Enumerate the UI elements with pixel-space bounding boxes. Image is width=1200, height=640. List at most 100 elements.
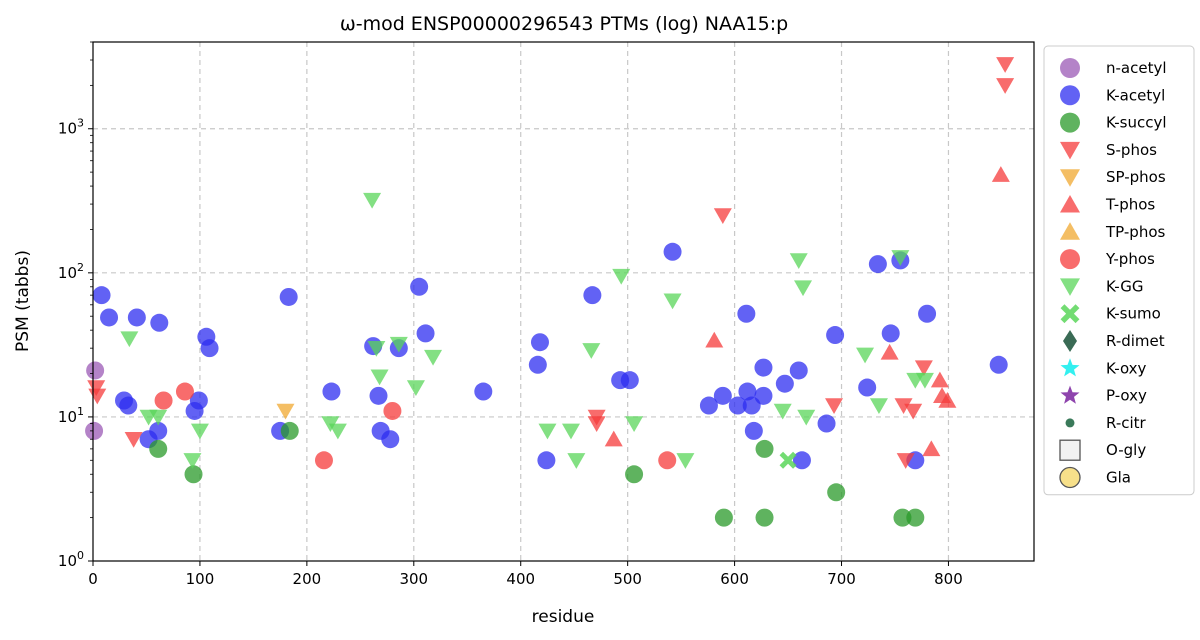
chart-title: ω-mod ENSP00000296543 PTMs (log) NAA15:p	[340, 13, 788, 35]
x-tick-label: 800	[934, 570, 963, 588]
legend-marker-k-sumo	[1060, 304, 1080, 324]
legend-marker-tp-phos	[1060, 222, 1080, 240]
point-k-gg	[789, 253, 808, 269]
point-k-gg	[406, 380, 425, 397]
point-k-acetyl	[530, 333, 549, 352]
point-k-acetyl	[583, 286, 602, 305]
point-k-gg	[869, 398, 888, 415]
point-k-acetyl	[279, 287, 298, 306]
x-tick-label: 200	[293, 570, 322, 588]
point-k-gg	[149, 409, 168, 426]
point-k-gg	[773, 403, 792, 420]
point-k-acetyl	[528, 355, 547, 374]
point-k-gg	[797, 409, 816, 426]
point-k-gg	[538, 423, 557, 440]
point-k-gg	[663, 293, 682, 310]
point-k-acetyl	[713, 386, 732, 405]
point-k-gg	[363, 192, 382, 209]
point-k-acetyl	[381, 430, 400, 449]
legend: n-acetyl K-acetyl K-succyl S-phos SP-phos T-p…	[1043, 45, 1195, 496]
legend-label-s-phos: S-phos	[1106, 141, 1157, 159]
legend-label-t-phos: T-phos	[1105, 196, 1155, 214]
point-s-phos	[825, 398, 844, 415]
point-k-gg	[328, 423, 347, 440]
point-k-acetyl	[369, 386, 388, 405]
point-k-acetyl	[620, 371, 639, 390]
point-t-phos	[930, 371, 949, 388]
legend-label-n-acetyl: n-acetyl	[1106, 59, 1167, 77]
point-k-acetyl	[728, 396, 747, 415]
point-k-acetyl	[92, 286, 111, 305]
x-tick-label: 600	[720, 570, 749, 588]
point-k-acetyl	[775, 374, 794, 393]
x-axis-ticks: 0 100 200 300 400 500 600 700 800	[88, 561, 963, 588]
point-k-acetyl	[410, 277, 429, 296]
point-k-acetyl	[537, 451, 556, 470]
point-k-acetyl	[744, 421, 763, 440]
point-k-succyl	[714, 508, 733, 527]
x-axis-label: residue	[532, 607, 595, 627]
point-s-phos	[894, 398, 913, 415]
x-tick-label: 400	[506, 570, 535, 588]
point-k-gg	[676, 453, 695, 469]
point-k-sumo	[779, 451, 797, 469]
point-s-phos	[996, 78, 1015, 94]
x-tick-label: 100	[186, 570, 215, 588]
legend-marker-gla	[1059, 466, 1081, 489]
legend-marker-s-phos	[1060, 141, 1080, 160]
point-k-acetyl	[789, 361, 808, 380]
legend-marker-t-phos	[1060, 195, 1080, 213]
x-tick-label: 300	[399, 570, 428, 588]
legend-box	[1043, 45, 1195, 496]
point-k-gg	[561, 423, 580, 440]
y-axis-label: PSM (tabbs)	[13, 250, 33, 352]
legend-marker-o-gly	[1059, 439, 1081, 461]
point-t-phos	[880, 343, 899, 360]
point-k-acetyl	[868, 255, 887, 274]
point-y-phos	[383, 401, 402, 420]
point-k-acetyl	[858, 378, 877, 397]
point-y-phos	[314, 451, 333, 470]
legend-marker-r-citr	[1065, 418, 1075, 428]
point-sp-phos	[276, 403, 295, 420]
legend-marker-k-gg	[1060, 278, 1080, 296]
point-t-phos	[938, 391, 957, 408]
point-k-succyl	[893, 508, 912, 527]
legend-label-o-gly: O-gly	[1106, 441, 1146, 459]
point-k-acetyl	[817, 414, 836, 433]
point-s-phos	[87, 380, 106, 397]
x-tick-label: 700	[827, 570, 856, 588]
legend-label-k-gg: K-GG	[1106, 277, 1143, 295]
point-s-phos	[713, 208, 732, 225]
point-k-succyl	[625, 465, 644, 484]
point-y-phos	[154, 391, 173, 410]
point-k-succyl	[755, 508, 774, 527]
point-k-acetyl	[699, 396, 718, 415]
point-k-acetyl	[754, 386, 773, 405]
point-k-gg	[891, 250, 910, 266]
legend-label-tp-phos: TP-phos	[1105, 223, 1165, 241]
legend-label-r-citr: R-citr	[1106, 414, 1147, 432]
y-tick-label: 100	[58, 549, 84, 570]
point-k-gg	[625, 416, 644, 433]
point-k-acetyl	[738, 382, 757, 401]
point-k-gg	[856, 347, 875, 364]
point-s-phos	[88, 388, 107, 405]
point-k-gg	[612, 268, 631, 285]
point-t-phos	[991, 166, 1010, 182]
point-k-acetyl	[881, 324, 900, 343]
legend-marker-sp-phos	[1060, 169, 1080, 187]
legend-label-r-dimet: R-dimet	[1106, 332, 1165, 350]
plot-frame	[92, 41, 1035, 562]
point-k-gg	[794, 280, 813, 297]
y-tick-label: 102	[58, 261, 84, 282]
legend-marker-k-oxy	[1060, 358, 1080, 377]
point-s-phos	[587, 416, 606, 433]
point-t-phos	[922, 440, 941, 457]
point-k-acetyl	[150, 313, 169, 332]
legend-marker-k-acetyl	[1060, 85, 1080, 106]
point-k-gg	[370, 369, 389, 386]
y-tick-label: 103	[58, 117, 84, 138]
grid-lines	[93, 42, 1034, 561]
